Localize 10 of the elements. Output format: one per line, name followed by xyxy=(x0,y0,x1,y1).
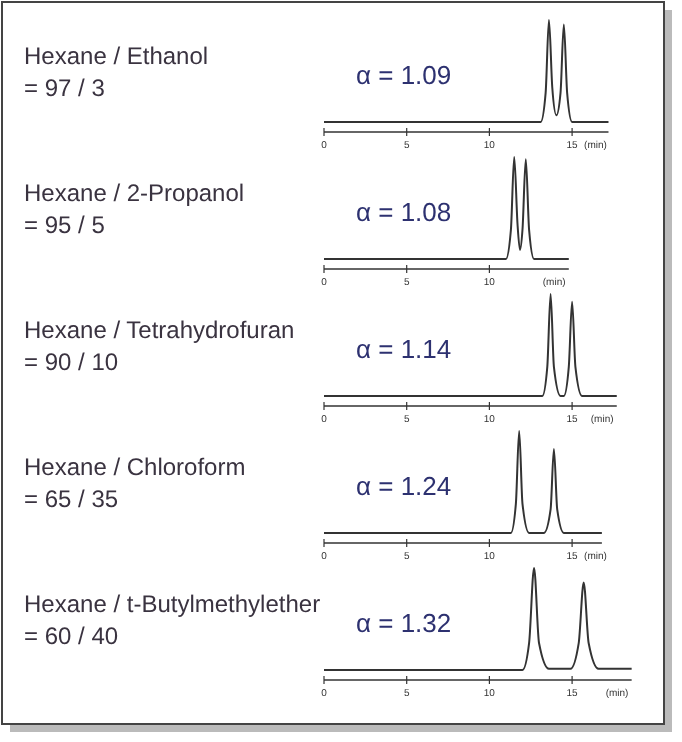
annotation: α = 1.08 xyxy=(356,197,452,227)
text: Hexane / Ethanol = 97 / 3 xyxy=(24,42,209,102)
annotation: α = 1.24 xyxy=(356,471,452,501)
text: Hexane / Chloroform = 65 / 35 xyxy=(24,453,246,513)
annotation: α = 1.09 xyxy=(356,60,452,90)
text: Hexane / Tetrahydrofuran = 90 / 10 xyxy=(24,316,295,376)
annotation: α = 1.32 xyxy=(356,608,452,638)
text: Hexane / t-Butylmethylether = 60 / 40 xyxy=(24,590,321,650)
annotation: α = 1.14 xyxy=(356,334,452,364)
text: Hexane / 2-Propanol = 95 / 5 xyxy=(24,179,245,239)
